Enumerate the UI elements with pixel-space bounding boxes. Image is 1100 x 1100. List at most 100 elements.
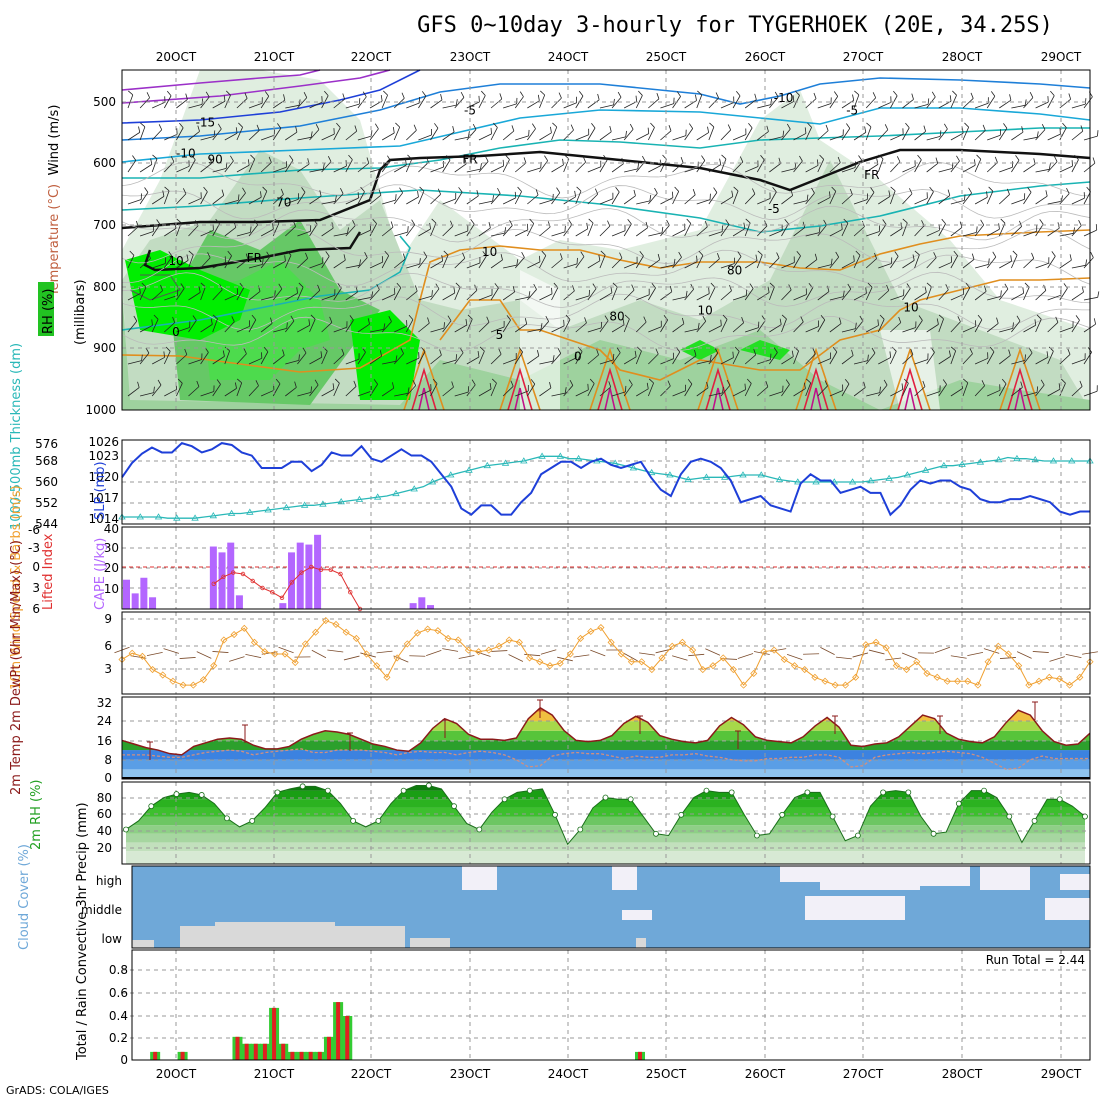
wind-barb bbox=[333, 348, 345, 365]
wind-barb bbox=[418, 91, 427, 109]
wind-marker bbox=[974, 681, 982, 689]
li-tick: 6 bbox=[32, 602, 40, 616]
cape-label: CAPE (J/kg) bbox=[93, 538, 108, 610]
wind-marker bbox=[739, 681, 748, 689]
thickness-marker bbox=[556, 452, 565, 459]
wind-barb bbox=[514, 186, 522, 205]
wind-barb-10m bbox=[196, 651, 212, 659]
wind-barb bbox=[732, 156, 744, 173]
wind-barb bbox=[430, 160, 445, 173]
wind-barb bbox=[309, 96, 323, 109]
wind-barb bbox=[345, 154, 353, 173]
rh-marker bbox=[829, 813, 836, 820]
thickness-marker bbox=[1049, 457, 1058, 464]
wind-barb bbox=[309, 163, 325, 173]
thickness-marker bbox=[739, 471, 747, 478]
wind-barb bbox=[853, 90, 860, 109]
wind-barb bbox=[261, 290, 276, 301]
wind-barb bbox=[587, 188, 599, 205]
wind-barb bbox=[829, 384, 844, 397]
wind-barb bbox=[1047, 156, 1058, 173]
wind-barb bbox=[163, 186, 170, 205]
wind-marker bbox=[230, 630, 238, 639]
wind-barb bbox=[877, 219, 887, 237]
wind-marker bbox=[424, 625, 432, 633]
wind-barb bbox=[732, 186, 739, 205]
wind-barb bbox=[345, 125, 358, 141]
rh-marker bbox=[754, 832, 760, 839]
wind-barb bbox=[563, 314, 571, 333]
wind-marker bbox=[240, 624, 248, 632]
wind-barb bbox=[599, 250, 606, 269]
wind-marker bbox=[332, 620, 340, 629]
wind-barb bbox=[442, 99, 458, 109]
wind-barb bbox=[853, 354, 869, 365]
rh-marker bbox=[627, 796, 634, 803]
wind-barb bbox=[611, 282, 618, 301]
wind-barb bbox=[430, 188, 441, 205]
contour-red-spike bbox=[411, 367, 437, 411]
wind-barb bbox=[393, 348, 404, 365]
wind-barb bbox=[321, 316, 333, 333]
wind-marker bbox=[138, 652, 146, 660]
wind-barb bbox=[950, 221, 963, 237]
wind-marker bbox=[852, 673, 860, 681]
wind-barb bbox=[950, 155, 960, 173]
wind-barb bbox=[127, 381, 140, 397]
rh-marker bbox=[375, 817, 382, 824]
wind-barb bbox=[381, 250, 390, 269]
thickness-marker bbox=[903, 471, 912, 478]
wind-barb bbox=[829, 129, 844, 141]
wind-barb bbox=[139, 122, 146, 141]
wind-barb bbox=[1035, 219, 1044, 237]
wind-barb bbox=[502, 154, 510, 173]
wind-barb bbox=[1083, 157, 1096, 173]
wind-barb bbox=[623, 189, 636, 205]
wind-barb bbox=[478, 251, 487, 269]
wind-barb bbox=[551, 347, 562, 365]
temp-band bbox=[122, 759, 1090, 770]
wind-barb bbox=[224, 194, 240, 205]
rh-marker bbox=[299, 783, 306, 790]
cape-tick: 40 bbox=[104, 522, 119, 536]
wind-barb bbox=[829, 186, 837, 205]
wind-barb bbox=[478, 127, 492, 141]
wind-barb bbox=[502, 352, 517, 365]
wind-barb-10m bbox=[786, 654, 803, 660]
mb-label: (millibars) bbox=[73, 279, 88, 345]
wind-barb bbox=[224, 316, 235, 333]
rh-patch bbox=[680, 340, 720, 360]
contour-cyan bbox=[122, 127, 1090, 179]
wind-barbs-aloft bbox=[127, 90, 1100, 397]
wind-marker bbox=[821, 677, 829, 685]
cloud-low-clear bbox=[215, 922, 335, 930]
wind-barb bbox=[357, 157, 370, 173]
rh-marker bbox=[123, 826, 129, 833]
cloud-clear bbox=[780, 866, 820, 882]
contour-labels: -15 -10 -5 -10 -5 -5 FR FR FR 10 5 0 0 10 70 90 80 10 80 10 bbox=[168, 91, 918, 364]
contour-orange-spike bbox=[999, 347, 1041, 411]
wind-barb bbox=[648, 187, 658, 205]
wind-barb bbox=[732, 222, 746, 237]
wind-barb bbox=[224, 155, 234, 173]
rh-marker bbox=[728, 789, 735, 796]
wind-barb bbox=[624, 256, 638, 269]
wind-barb bbox=[986, 223, 1000, 237]
wind-barb bbox=[563, 96, 578, 109]
wind-barb bbox=[260, 91, 270, 109]
wind-barb bbox=[769, 347, 778, 365]
cape-bar bbox=[209, 546, 217, 609]
cape-bar bbox=[140, 577, 148, 609]
wind-marker bbox=[434, 627, 442, 635]
wind-barb bbox=[878, 257, 893, 269]
contour-label: 10 bbox=[482, 245, 497, 259]
cape-tick: 30 bbox=[104, 541, 119, 555]
wind-barb bbox=[902, 188, 913, 205]
wind-barb bbox=[636, 127, 650, 141]
wind-barb bbox=[393, 187, 403, 205]
wind-barb bbox=[490, 93, 503, 109]
wind-barb bbox=[236, 226, 252, 237]
contour-grey bbox=[121, 249, 1091, 287]
